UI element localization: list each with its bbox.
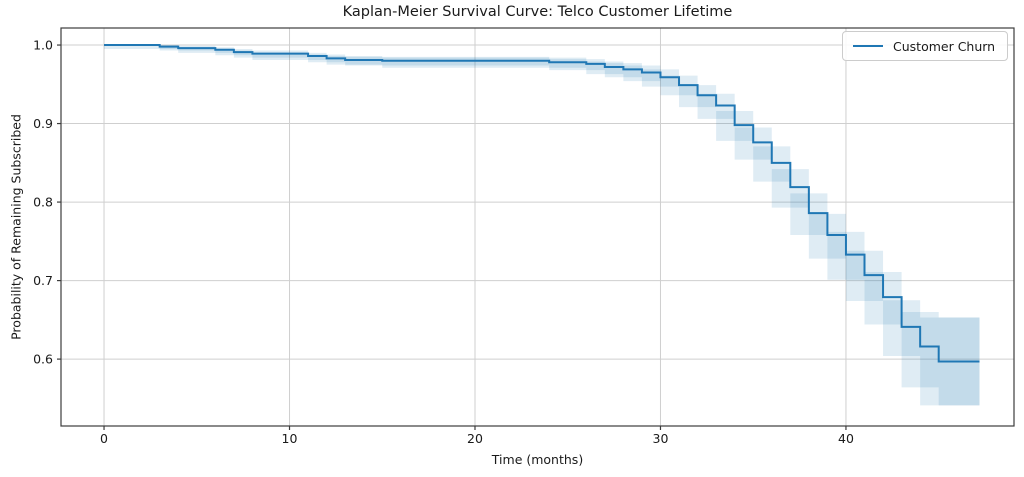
x-tick-label: 20: [467, 431, 483, 446]
legend-box: Customer Churn: [842, 31, 1008, 61]
y-tick-label: 0.6: [33, 352, 53, 367]
survival-step-line: [104, 44, 980, 363]
y-tick-label: 1.0: [33, 38, 53, 53]
x-tick-label: 40: [838, 431, 854, 446]
legend-label-customer-churn: Customer Churn: [893, 38, 996, 54]
y-tick-label: 0.7: [33, 273, 53, 288]
y-tick-label: 0.8: [33, 195, 53, 210]
chart-title: Kaplan-Meier Survival Curve: Telco Custo…: [342, 4, 733, 20]
plot-border: [60, 27, 1015, 427]
confidence-band: [104, 45, 980, 406]
y-tick-label: 0.9: [33, 116, 53, 131]
confidence-band: [104, 45, 980, 406]
x-axis-label: Time (months): [491, 452, 584, 467]
x-tick-label: 0: [100, 431, 108, 446]
legend-line-sample-customer-churn: [853, 45, 883, 47]
x-tick-label: 10: [282, 431, 298, 446]
x-tick-label: 30: [653, 431, 669, 446]
